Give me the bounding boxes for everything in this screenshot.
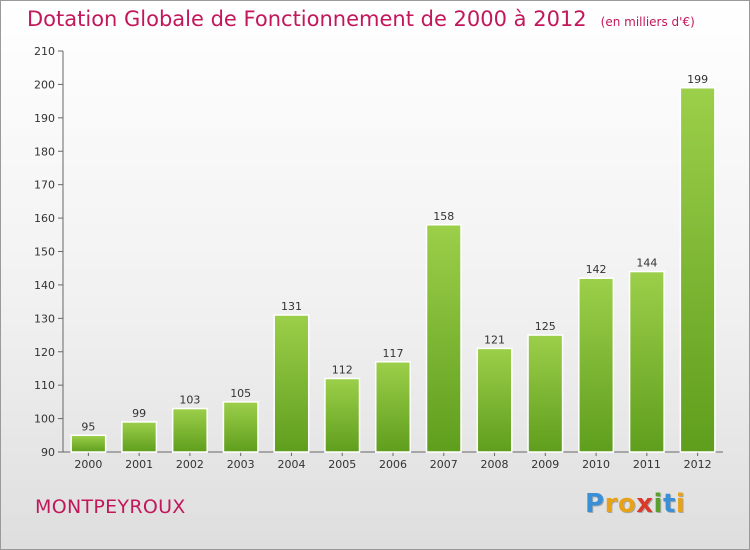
y-tick-label: 90 [41,446,55,459]
axes: 90 100 110 120 130 140 150 160 170 180 190 200 210 20… [34,45,723,471]
x-tick-label: 2006 [379,458,407,471]
chart-title-text: Dotation Globale de Fonctionnement de 20… [27,7,587,31]
x-tick-label: 2003 [227,458,255,471]
logo-letter: x [636,489,654,519]
y-tick-label: 190 [34,112,55,125]
bar-2007 [425,224,462,453]
y-tick-label: 140 [34,279,55,292]
x-tick-label: 2009 [531,458,559,471]
data-labels: 95 99 103 105 131 112 117 158 121 125 142 144 199 [81,73,708,434]
bar-value-label: 95 [81,420,95,433]
proxiti-logo: Proxiti [585,489,685,519]
y-tick-label: 130 [34,312,55,325]
y-tick-label: 170 [34,179,55,192]
commune-name: MONTPEYROUX [35,496,186,518]
y-tick-label: 200 [34,78,55,91]
x-tick-label: 2005 [328,458,356,471]
bar-value-label: 158 [433,210,454,223]
bar-value-label: 117 [383,347,404,360]
bar-2002 [171,407,208,453]
bar-2010 [578,277,615,453]
x-tick-label: 2002 [176,458,204,471]
bar-2004 [273,314,310,453]
bar-value-label: 105 [230,387,251,400]
bar-2009 [527,334,564,453]
x-tick-label: 2012 [684,458,712,471]
bar-2012 [679,87,716,453]
bar-2003 [222,401,259,453]
bar-2008 [476,347,513,453]
x-tick-label: 2007 [430,458,458,471]
bar-value-label: 125 [535,320,556,333]
bar-2001 [121,421,158,453]
bar-value-label: 103 [179,394,200,407]
bar-2006 [374,361,412,453]
y-tick-label: 100 [34,413,55,426]
logo-letter: o [617,489,637,519]
bar-value-label: 112 [332,363,353,376]
bar-value-label: 144 [636,257,657,270]
y-tick-label: 180 [34,145,55,158]
bar-value-label: 99 [132,407,146,420]
bar-2011 [628,270,665,453]
x-tick-label: 2001 [125,458,153,471]
logo-letter: i [653,489,663,519]
y-tick-label: 110 [34,379,55,392]
bar-value-label: 199 [687,73,708,86]
bar-value-label: 131 [281,300,302,313]
logo-letter: r [604,489,618,519]
y-tick-label: 150 [34,246,55,259]
x-tick-label: 2004 [277,458,305,471]
bar-2005 [324,377,361,453]
chart-subtitle: (en milliers d'€) [600,15,695,29]
logo-letter: t [662,489,676,519]
bar-value-label: 121 [484,333,505,346]
chart-title: Dotation Globale de Fonctionnement de 20… [27,7,695,31]
bars [70,87,716,453]
x-tick-label: 2008 [481,458,509,471]
logo-letter: i [675,489,686,519]
y-tick-label: 160 [34,212,55,225]
x-tick-label: 2000 [74,458,102,471]
x-tick-label: 2011 [633,458,661,471]
logo-letter: P [585,489,605,519]
y-tick-label: 210 [34,45,55,58]
bar-2000 [70,434,107,453]
y-tick-label: 120 [34,346,55,359]
x-tick-label: 2010 [582,458,610,471]
bar-value-label: 142 [586,263,607,276]
